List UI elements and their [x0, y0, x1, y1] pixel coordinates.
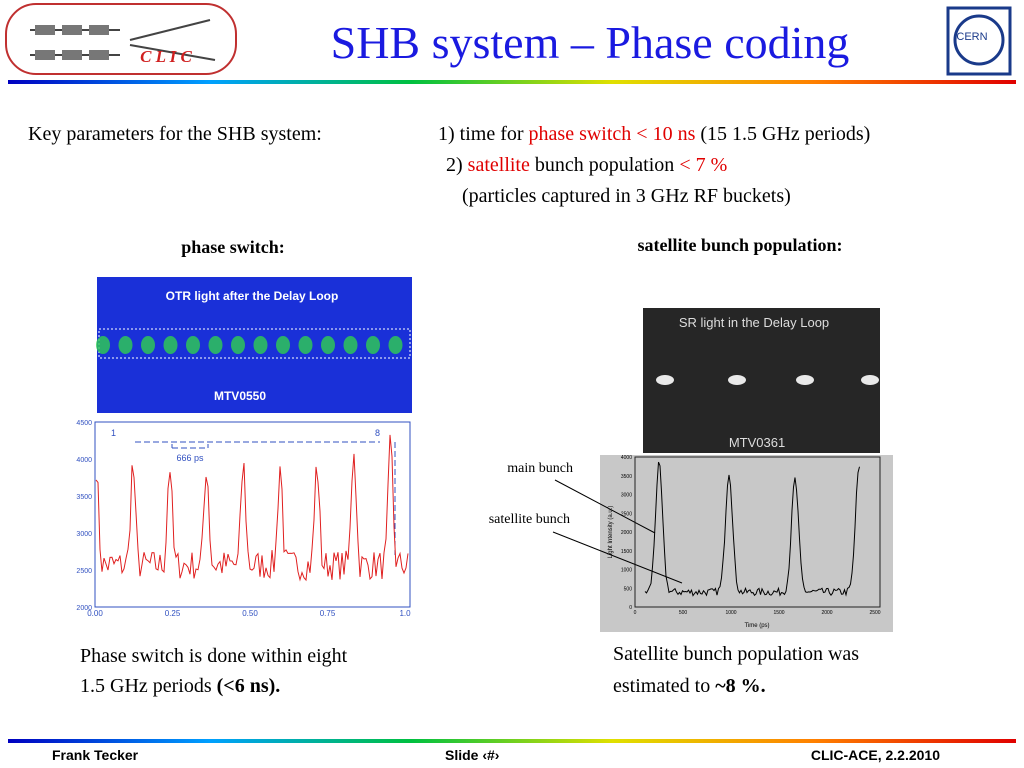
intensity-plot: Light Intensity (a.u.) Time (ps) 4000 350… — [600, 455, 893, 632]
annotation: satellite bunch — [489, 512, 570, 527]
x-tick-label: 1500 — [773, 610, 784, 616]
image-label: MTV0550 — [214, 389, 266, 403]
light-spot — [388, 336, 403, 354]
y-tick-label: 3500 — [76, 494, 92, 501]
emphasis: ~8 %. — [715, 675, 765, 697]
clic-logo: C L I C — [5, 3, 237, 75]
parameters-label: Key parameters for the SHB system: — [28, 123, 322, 145]
light-spot — [861, 375, 879, 385]
x-tick-label: 2500 — [869, 610, 880, 616]
highlight: phase switch < 10 ns — [529, 123, 696, 145]
image-label: MTV0361 — [729, 435, 785, 450]
otr-image: OTR light after the Delay Loop MTV0550 — [96, 277, 412, 413]
x-tick-label: 2000 — [821, 610, 832, 616]
highlight: satellite — [468, 154, 530, 176]
x-tick-label: 1.0 — [399, 609, 411, 618]
y-tick-label: 4000 — [76, 457, 92, 464]
footer-slide: Slide ‹#› — [445, 747, 500, 763]
caption: 1.5 GHz periods (<6 ns). — [80, 675, 280, 697]
caption: Phase switch is done within eight — [80, 645, 348, 667]
text: estimated to — [613, 675, 715, 697]
annotation: 666 ps — [176, 453, 204, 463]
text: 1) time for — [438, 123, 529, 145]
section-heading: phase switch: — [181, 237, 285, 257]
highlight: < 7 % — [679, 154, 727, 176]
y-tick-label: 0 — [629, 605, 632, 611]
x-tick-label: 0.00 — [87, 609, 103, 618]
emphasis: (<6 ns). — [217, 675, 281, 697]
axis-label: Light Intensity (a.u.) — [608, 506, 614, 559]
light-spot — [163, 336, 178, 354]
y-tick-label: 500 — [624, 586, 633, 592]
cern-logo: CERN — [946, 6, 1012, 76]
annotation: 8 — [375, 428, 380, 438]
light-spot — [253, 336, 268, 354]
footer-event: CLIC-ACE, 2.2.2010 — [811, 747, 940, 763]
y-tick-label: 3000 — [621, 493, 632, 499]
header-rule — [8, 80, 1016, 84]
light-spot — [298, 336, 313, 354]
light-spot — [366, 336, 380, 354]
caption: estimated to ~8 %. — [613, 675, 766, 697]
text: bunch population — [530, 154, 679, 176]
parameter-line: 1) time for phase switch < 10 ns (15 1.5… — [438, 123, 870, 145]
logo-text: CERN — [956, 31, 987, 43]
y-tick-label: 1500 — [621, 549, 632, 555]
y-tick-label: 2000 — [76, 605, 92, 612]
x-tick-label: 1000 — [725, 610, 736, 616]
x-tick-label: 0.75 — [320, 609, 336, 618]
light-spot — [321, 336, 335, 354]
trace — [644, 461, 860, 597]
text: (15 1.5 GHz periods) — [695, 123, 870, 145]
light-spot — [208, 336, 223, 354]
annotation: main bunch — [507, 461, 573, 476]
y-tick-label: 4500 — [76, 420, 92, 427]
light-spot — [96, 336, 110, 354]
x-tick-label: 0.50 — [242, 609, 258, 618]
parameter-line: (particles captured in 3 GHz RF buckets) — [462, 185, 791, 207]
x-tick-label: 500 — [679, 610, 688, 616]
y-tick-label: 1000 — [621, 568, 632, 574]
text: 2) — [446, 154, 468, 176]
light-spot — [656, 375, 674, 385]
pointer — [552, 479, 683, 584]
light-spot — [141, 336, 155, 354]
image-title: OTR light after the Delay Loop — [166, 289, 339, 303]
y-tick-label: 2500 — [621, 511, 632, 517]
light-spot — [276, 336, 290, 354]
section-heading: satellite bunch population: — [637, 235, 842, 255]
annotation: 1 — [111, 428, 116, 438]
y-tick-label: 4000 — [621, 455, 632, 461]
caption: Satellite bunch population was — [613, 643, 859, 665]
slide-title: SHB system – Phase coding — [331, 17, 850, 68]
logo-text: C L I C — [140, 47, 192, 66]
x-tick-label: 0.25 — [165, 609, 181, 618]
text: 1.5 GHz periods — [80, 675, 217, 697]
footer-author: Frank Tecker — [52, 747, 139, 763]
footer-rule — [8, 739, 1016, 743]
x-tick-label: 0 — [634, 610, 637, 616]
axis-label: Time (ps) — [744, 623, 769, 629]
y-tick-label: 2500 — [76, 568, 92, 575]
light-spot — [118, 336, 133, 354]
light-spot — [343, 336, 358, 354]
y-tick-label: 3500 — [621, 474, 632, 480]
sr-image: SR light in the Delay Loop MTV0361 — [643, 308, 880, 453]
light-spot — [186, 336, 200, 354]
light-spot — [728, 375, 746, 385]
image-title: SR light in the Delay Loop — [679, 315, 829, 330]
light-spot — [231, 336, 245, 354]
y-tick-label: 3000 — [76, 531, 92, 538]
trace — [95, 434, 409, 582]
y-tick-label: 2000 — [621, 530, 632, 536]
parameter-line: 2) satellite bunch population < 7 % — [446, 154, 727, 176]
light-spot — [796, 375, 814, 385]
